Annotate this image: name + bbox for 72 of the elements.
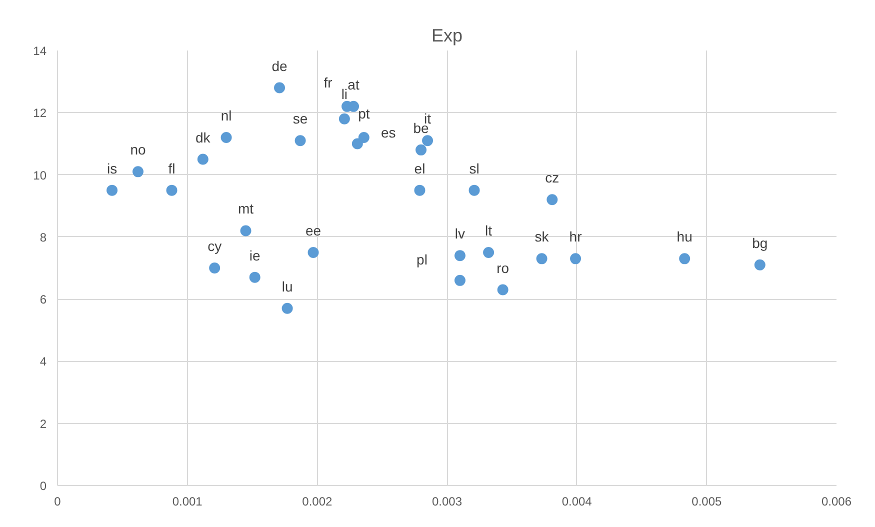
annotation: ie <box>249 247 261 264</box>
point <box>282 302 293 314</box>
annotation: el <box>414 160 426 176</box>
annotation: ee <box>305 222 322 238</box>
point <box>414 184 426 196</box>
annotation: es <box>381 124 396 141</box>
annotation: cz <box>545 170 560 186</box>
point <box>570 253 582 264</box>
annotation: lt <box>485 222 492 238</box>
point <box>352 138 363 150</box>
annotation: lu <box>282 278 293 294</box>
annotation: bg <box>752 234 768 251</box>
point <box>754 259 766 270</box>
annotation: pt <box>358 106 370 122</box>
x-tick-label: 0.001 <box>172 494 203 508</box>
point <box>294 135 306 146</box>
annotation: sl <box>469 160 480 176</box>
point <box>468 184 480 196</box>
point <box>132 166 144 178</box>
y-tick-label: 10 <box>33 168 47 182</box>
annotation: at <box>348 76 360 92</box>
y-tick-label: 4 <box>40 354 47 369</box>
annotation: ro <box>496 260 510 276</box>
x-tick-label: 0.005 <box>692 494 722 508</box>
annotation: lv <box>454 226 466 242</box>
x-tick-label: 0.003 <box>432 494 462 508</box>
annotation: li <box>341 86 348 102</box>
point <box>338 113 350 124</box>
point <box>308 246 319 258</box>
y-tick-label: 6 <box>40 292 47 307</box>
point <box>454 274 466 286</box>
annotation: se <box>292 110 308 127</box>
chart-title: Exp <box>431 26 463 46</box>
y-tick-label: 12 <box>33 106 47 120</box>
point <box>249 272 260 283</box>
point <box>220 132 232 143</box>
y-tick-label: 2 <box>40 416 47 431</box>
annotation: pl <box>416 251 428 268</box>
point <box>454 250 466 262</box>
x-tick-label: 0 <box>54 494 62 508</box>
annotation: de <box>272 58 288 74</box>
y-tick-label: 8 <box>40 230 47 244</box>
annotation: mt <box>238 200 254 217</box>
point <box>166 184 178 196</box>
x-tick-label: 0.002 <box>302 494 333 508</box>
annotation: sk <box>534 228 550 245</box>
annotation: hr <box>569 228 582 245</box>
y-tick-label: 14 <box>33 44 47 58</box>
point <box>274 82 286 94</box>
annotation: no <box>130 142 146 158</box>
point <box>416 144 427 156</box>
annotation: hu <box>676 228 692 245</box>
annotation: cy <box>208 238 222 254</box>
x-tick-label: 0.004 <box>562 494 592 508</box>
y-tick-label: 0 <box>40 479 47 493</box>
annotation: nl <box>220 108 232 124</box>
point <box>497 284 508 296</box>
point <box>422 135 434 146</box>
annotation: fr <box>324 74 333 90</box>
point <box>358 132 370 143</box>
point <box>679 253 690 264</box>
point <box>240 225 252 236</box>
annotation: is <box>106 160 118 176</box>
point <box>483 246 494 258</box>
annotation: dk <box>196 129 212 146</box>
point <box>546 194 558 206</box>
x-tick-label: 0.006 <box>821 494 852 508</box>
point <box>536 253 548 264</box>
point <box>106 184 118 196</box>
annotation: fl <box>168 160 176 176</box>
point <box>209 262 220 274</box>
point <box>197 154 208 165</box>
